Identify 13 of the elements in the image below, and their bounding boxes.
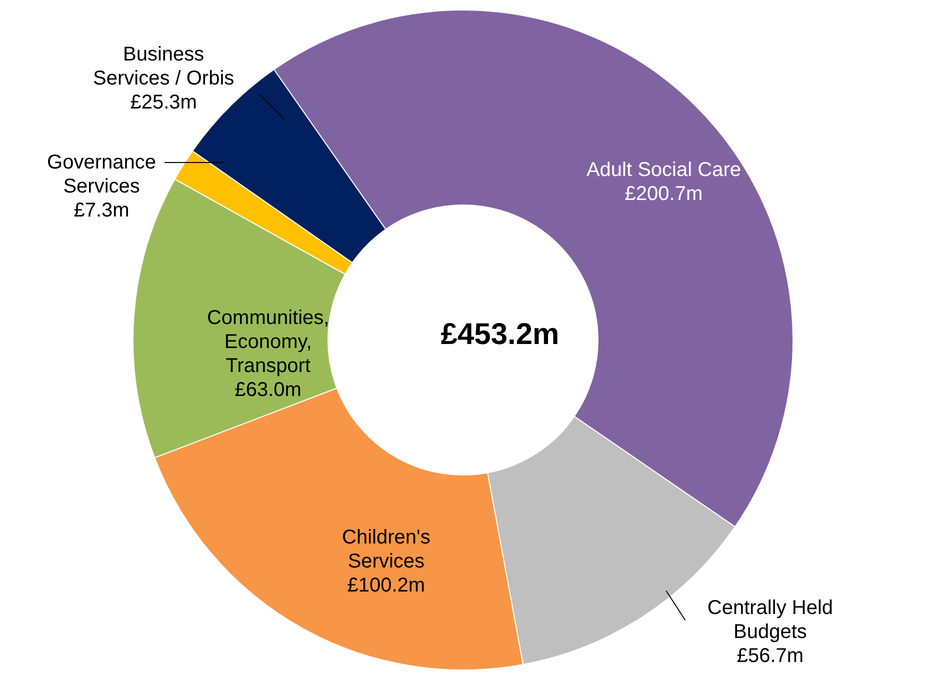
data-label: £56.7m [736, 645, 804, 668]
data-label: £7.3m [74, 200, 130, 222]
data-label: £200.7m [624, 182, 703, 205]
slice-label: Communities, Economy, Transport [206, 307, 330, 378]
slice-label: Adult Social Care [586, 158, 741, 181]
data-label: £25.3m [130, 92, 197, 114]
data-label: £100.2m [347, 574, 426, 597]
slice-label: Children's Services [342, 526, 430, 573]
text: £453.2m [440, 318, 560, 351]
data-label: £63.0m [234, 379, 302, 402]
slice-label: Business Services / Orbis [93, 44, 234, 90]
slice-label: Governance Services [47, 152, 156, 198]
slice-label: Centrally Held Budgets [707, 597, 834, 644]
